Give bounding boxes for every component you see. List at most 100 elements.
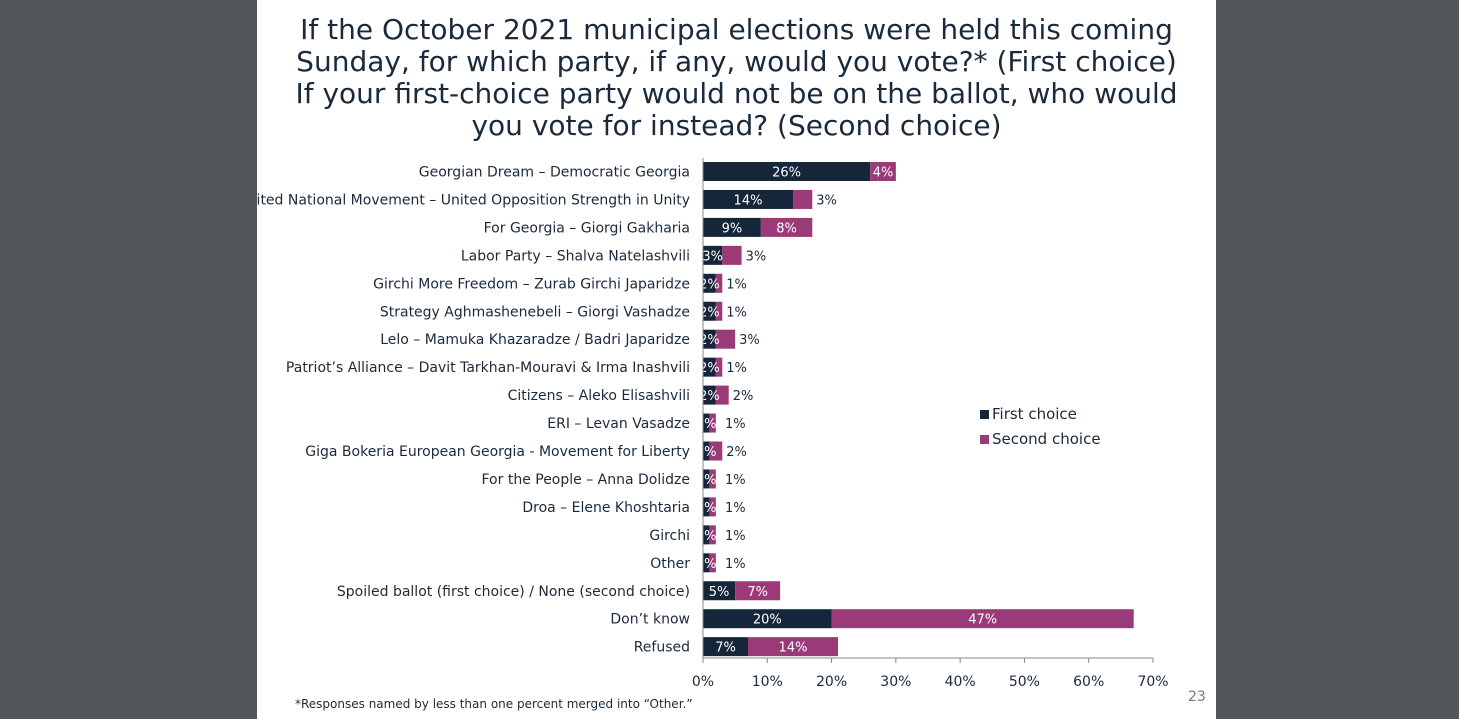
data-label-first: 2% [699, 277, 720, 292]
bar-first-choice [703, 609, 832, 629]
bar-second-choice [748, 637, 838, 657]
data-label-second: 3% [746, 249, 767, 264]
legend-label-second: Second choice [992, 430, 1101, 448]
category-label: Patriot’s Alliance – Davit Tarkhan-Moura… [286, 360, 690, 376]
legend-swatch-first [980, 410, 989, 419]
data-label-second: 1% [725, 501, 746, 516]
data-label-second: 1% [725, 417, 746, 432]
data-label-second: 1% [726, 277, 747, 292]
category-label: Strategy Aghmashenebeli – Giorgi Vashadz… [380, 304, 690, 320]
bar-first-choice [703, 217, 761, 237]
data-label-first: 5% [709, 585, 730, 600]
bar-second-choice [715, 385, 729, 405]
data-label-first: 1% [696, 417, 717, 432]
page-number: 23 [1188, 689, 1206, 705]
x-tick-label: 70% [1137, 674, 1168, 690]
data-label-first: 1% [696, 501, 717, 516]
bar-first-choice [703, 329, 716, 349]
category-label: United National Movement – United Opposi… [257, 192, 690, 208]
bar-second-choice [870, 162, 896, 181]
stacked-bar-chart: Georgian Dream – Democratic Georgia 26% 4%… [257, 158, 1169, 690]
category-label: Giga Bokeria European Georgia - Movement… [305, 444, 690, 460]
bar-first-choice [703, 245, 723, 265]
data-label-second: 3% [739, 333, 760, 348]
x-tick-label: 60% [1073, 674, 1104, 690]
x-tick-label: 10% [752, 674, 783, 690]
bar-first-choice [703, 301, 716, 321]
title-line-4: you vote for instead? (Second choice) [471, 109, 1002, 142]
category-label: Spoiled ballot (first choice) / None (se… [337, 584, 690, 600]
legend-item-second: Second choice [980, 427, 1101, 452]
legend-item-first: First choice [980, 402, 1101, 427]
x-tick-label: 20% [816, 674, 847, 690]
category-label: Citizens – Aleko Elisashvili [508, 388, 690, 404]
bar-first-choice [703, 553, 710, 573]
data-label-second: 47% [968, 613, 997, 628]
bar-second-choice [831, 609, 1134, 629]
bar-first-choice [703, 497, 710, 517]
category-label: For the People – Anna Dolidze [482, 472, 691, 488]
data-label-first: 3% [702, 249, 723, 264]
bar-first-choice [703, 413, 710, 433]
category-label: Lelo – Mamuka Khazaradze / Badri Japarid… [380, 332, 690, 348]
data-label-first: 2% [699, 361, 720, 376]
title-line-3: If your first-choice party would not be … [295, 77, 1178, 110]
data-label-first: 1% [696, 445, 717, 460]
bar-first-choice [703, 189, 793, 209]
data-label-second: 1% [725, 473, 746, 488]
bar-second-choice [709, 441, 723, 461]
chart-legend: First choice Second choice [980, 402, 1101, 452]
bar-second-choice [715, 357, 723, 377]
legend-swatch-second [980, 435, 989, 444]
category-label: Girchi More Freedom – Zurab Girchi Japar… [373, 276, 690, 292]
category-label: ERI – Levan Vasadze [547, 416, 690, 432]
bar-second-choice [709, 525, 716, 545]
data-label-second: 14% [779, 641, 808, 656]
data-label-first: 26% [772, 166, 801, 181]
data-label-second: 4% [873, 166, 894, 181]
data-label-first: 1% [696, 529, 717, 544]
bar-second-choice [715, 301, 723, 321]
data-label-second: 8% [776, 221, 797, 236]
footnote: *Responses named by less than one percen… [295, 697, 693, 711]
bar-first-choice [703, 162, 871, 181]
data-label-first: 9% [722, 221, 743, 236]
data-label-second: 1% [726, 305, 747, 320]
bar-second-choice [715, 329, 736, 349]
bar-second-choice [735, 581, 781, 601]
x-tick-label: 40% [945, 674, 976, 690]
bar-second-choice [760, 217, 813, 237]
bar-second-choice [793, 189, 813, 209]
data-label-first: 7% [715, 641, 736, 656]
category-label: Labor Party – Shalva Natelashvili [461, 248, 690, 264]
category-label: Georgian Dream – Democratic Georgia [419, 165, 690, 181]
x-tick-label: 50% [1009, 674, 1040, 690]
bar-second-choice [715, 273, 723, 293]
bar-first-choice [703, 637, 748, 657]
data-label-first: 1% [696, 557, 717, 572]
title-line-1: If the October 2021 municipal elections … [300, 13, 1173, 46]
legend-label-first: First choice [992, 405, 1077, 423]
bar-second-choice [722, 245, 742, 265]
data-label-first: 1% [696, 473, 717, 488]
data-label-first: 20% [753, 613, 782, 628]
bar-first-choice [703, 525, 710, 545]
chart-title: If the October 2021 municipal elections … [257, 14, 1216, 142]
category-label: Girchi [649, 528, 690, 544]
bar-first-choice [703, 357, 716, 377]
bar-second-choice [709, 497, 716, 517]
data-label-second: 1% [725, 529, 746, 544]
data-label-second: 2% [733, 389, 754, 404]
bar-second-choice [709, 413, 716, 433]
data-label-first: 14% [734, 193, 763, 208]
bar-second-choice [709, 469, 716, 489]
data-label-second: 1% [725, 557, 746, 572]
data-label-first: 2% [699, 333, 720, 348]
x-tick-label: 30% [880, 674, 911, 690]
data-label-first: 2% [699, 305, 720, 320]
x-tick-label: 0% [692, 674, 714, 690]
data-label-first: 2% [699, 389, 720, 404]
category-label: For Georgia – Giorgi Gakharia [484, 220, 690, 236]
bar-first-choice [703, 385, 716, 405]
bar-first-choice [703, 469, 710, 489]
